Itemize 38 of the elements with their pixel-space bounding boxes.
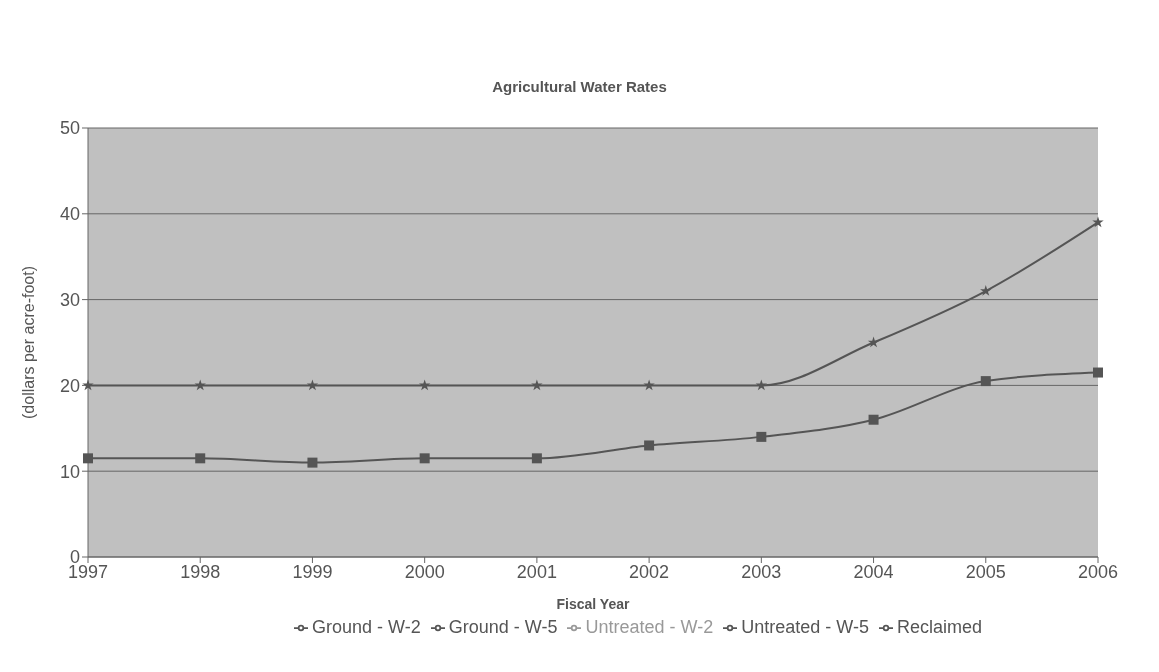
legend-label: Untreated - W-5 xyxy=(741,617,869,637)
point xyxy=(531,453,542,464)
point xyxy=(1093,367,1103,378)
x-tick-label: 2003 xyxy=(741,561,782,582)
x-tick-label: 2000 xyxy=(404,561,445,582)
x-tick-label: 2002 xyxy=(629,561,670,582)
point xyxy=(644,440,655,451)
y-tick-label: 30 xyxy=(59,289,80,310)
y-axis-title: (dollars per acre-foot) xyxy=(19,266,37,419)
legend-label: Untreated - W-2 xyxy=(585,617,714,637)
x-tick-label: 2005 xyxy=(965,561,1006,582)
y-tick-label: 10 xyxy=(59,461,80,482)
y-tick-label: 50 xyxy=(59,118,80,139)
y-tick-label: 20 xyxy=(59,375,80,396)
point xyxy=(868,414,879,425)
point xyxy=(755,379,768,391)
point xyxy=(307,457,318,468)
y-tick-label: 40 xyxy=(59,204,80,225)
point xyxy=(980,285,992,296)
legend-label: Reclaimed xyxy=(896,617,982,637)
point xyxy=(756,431,767,442)
point xyxy=(83,453,93,464)
x-tick-label: 1999 xyxy=(292,561,333,582)
point xyxy=(306,379,319,391)
point xyxy=(194,379,206,391)
point xyxy=(418,379,431,391)
x-tick-label: 1998 xyxy=(180,561,221,582)
legend-label: Ground - W-2 xyxy=(312,617,421,637)
x-axis-title: Fiscal Year xyxy=(556,596,630,612)
point xyxy=(867,336,880,348)
legend-label: Ground - W-5 xyxy=(448,617,558,637)
point xyxy=(980,376,991,387)
point xyxy=(419,453,430,464)
chart-title: Agricultural Water Rates xyxy=(491,77,668,97)
point xyxy=(195,453,206,464)
x-tick-label: 2004 xyxy=(853,561,894,582)
x-tick-label: 2001 xyxy=(516,561,557,582)
x-tick-label: 2006 xyxy=(1077,561,1119,582)
